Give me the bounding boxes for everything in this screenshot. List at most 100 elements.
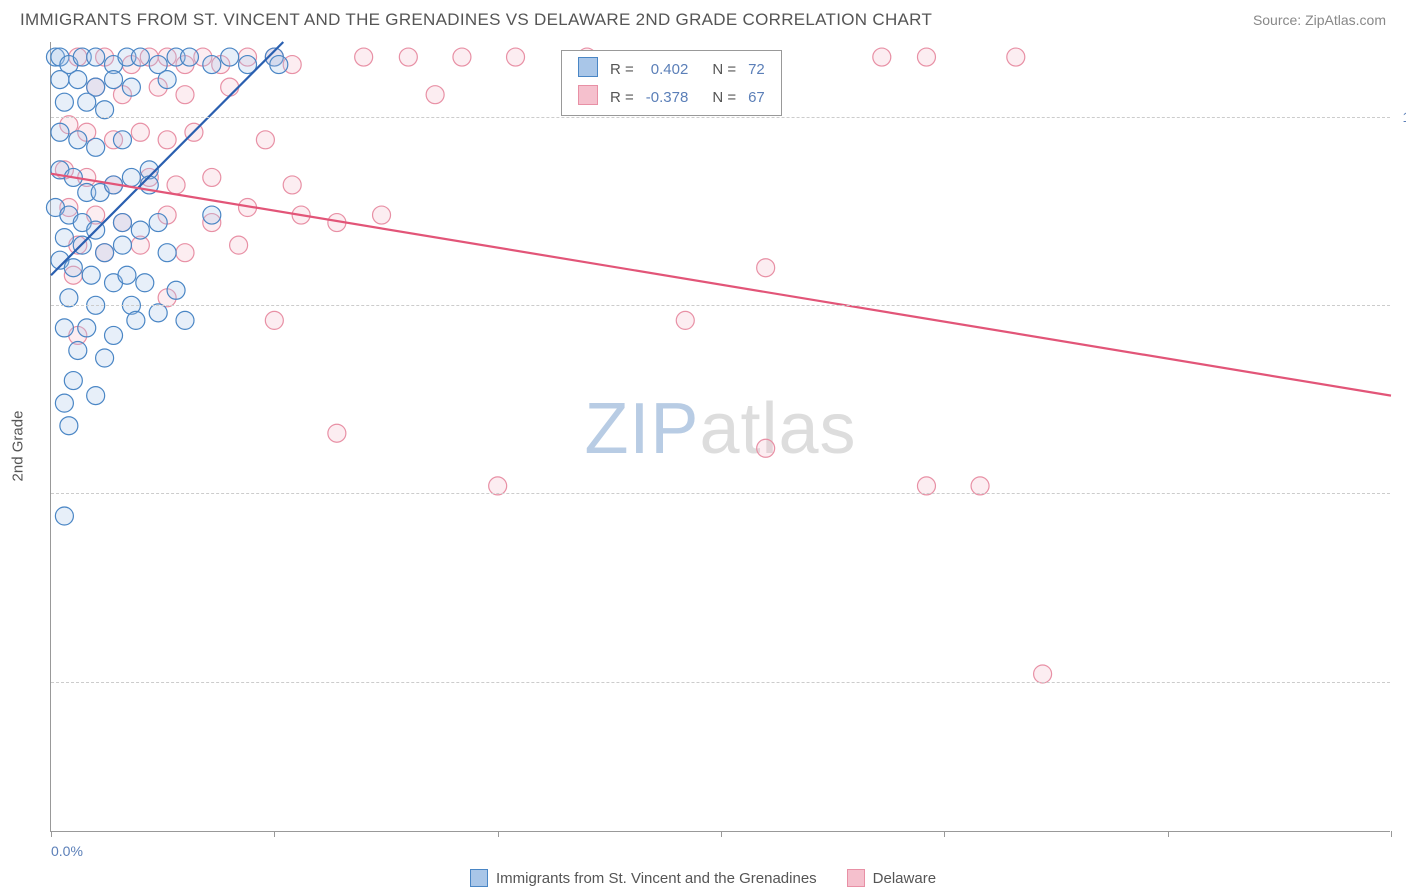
scatter-point [180, 48, 198, 66]
scatter-point [230, 236, 248, 254]
scatter-point [113, 236, 131, 254]
scatter-point [55, 93, 73, 111]
scatter-point [176, 86, 194, 104]
scatter-point [221, 48, 239, 66]
scatter-point [60, 289, 78, 307]
scatter-point [69, 341, 87, 359]
scatter-point [453, 48, 471, 66]
scatter-point [136, 274, 154, 292]
scatter-point [203, 56, 221, 74]
scatter-point [105, 326, 123, 344]
scatter-point [105, 71, 123, 89]
legend-swatch-0 [470, 869, 488, 887]
corr-r-label-1: R = [604, 83, 640, 111]
corr-n-label-0: N = [706, 55, 742, 83]
scatter-point [87, 138, 105, 156]
xtick [498, 831, 499, 837]
legend-label-0: Immigrants from St. Vincent and the Gren… [496, 870, 817, 887]
xtick-label: 15.0% [1395, 843, 1406, 859]
scatter-point [328, 424, 346, 442]
corr-n-label-1: N = [706, 83, 742, 111]
scatter-point [82, 266, 100, 284]
scatter-point [757, 259, 775, 277]
title-bar: IMMIGRANTS FROM ST. VINCENT AND THE GREN… [0, 0, 1406, 38]
bottom-legend: Immigrants from St. Vincent and the Gren… [0, 869, 1406, 887]
scatter-point [917, 477, 935, 495]
scatter-point [127, 311, 145, 329]
xtick-label: 0.0% [51, 843, 83, 859]
chart-title: IMMIGRANTS FROM ST. VINCENT AND THE GREN… [20, 10, 932, 30]
scatter-point [87, 387, 105, 405]
scatter-point [176, 311, 194, 329]
xtick [1391, 831, 1392, 837]
scatter-point [265, 311, 283, 329]
scatter-point [113, 214, 131, 232]
scatter-point [122, 78, 140, 96]
scatter-point [158, 131, 176, 149]
source-label: Source: ZipAtlas.com [1253, 12, 1386, 28]
ytick-label: 92.5% [1395, 674, 1406, 690]
scatter-point [149, 304, 167, 322]
scatter-point [167, 176, 185, 194]
legend-swatch-1 [847, 869, 865, 887]
scatter-point [131, 48, 149, 66]
scatter-point [426, 86, 444, 104]
scatter-point [69, 71, 87, 89]
scatter-point [373, 206, 391, 224]
xtick [1168, 831, 1169, 837]
corr-row-0: R = 0.402 N = 72 [572, 55, 771, 83]
scatter-point [131, 123, 149, 141]
y-axis-label: 2nd Grade [10, 411, 27, 482]
scatter-point [399, 48, 417, 66]
scatter-point [149, 214, 167, 232]
scatter-point [51, 123, 69, 141]
scatter-point [283, 176, 301, 194]
xtick [721, 831, 722, 837]
correlation-legend: R = 0.402 N = 72 R = -0.378 N = 67 [561, 50, 782, 116]
corr-r-value-0: 0.402 [640, 55, 695, 83]
correlation-table: R = 0.402 N = 72 R = -0.378 N = 67 [572, 55, 771, 111]
xtick [944, 831, 945, 837]
corr-n-value-0: 72 [742, 55, 771, 83]
corr-row-1: R = -0.378 N = 67 [572, 83, 771, 111]
corr-r-value-1: -0.378 [640, 83, 695, 111]
scatter-point [1034, 665, 1052, 683]
gridline [51, 117, 1390, 118]
scatter-point [489, 477, 507, 495]
gridline [51, 682, 1390, 683]
ytick-label: 97.5% [1395, 297, 1406, 313]
scatter-point [355, 48, 373, 66]
scatter-point [203, 168, 221, 186]
legend-item-0: Immigrants from St. Vincent and the Gren… [470, 869, 817, 887]
scatter-point [55, 229, 73, 247]
scatter-point [757, 439, 775, 457]
scatter-point [158, 71, 176, 89]
scatter-svg [51, 42, 1390, 831]
scatter-point [270, 56, 288, 74]
corr-n-value-1: 67 [742, 83, 771, 111]
scatter-point [971, 477, 989, 495]
scatter-point [55, 319, 73, 337]
scatter-point [60, 417, 78, 435]
scatter-point [873, 48, 891, 66]
scatter-point [131, 221, 149, 239]
scatter-point [507, 48, 525, 66]
corr-r-label-0: R = [604, 55, 640, 83]
scatter-point [87, 48, 105, 66]
xtick [51, 831, 52, 837]
ytick-label: 100.0% [1395, 109, 1406, 125]
trend-line [51, 174, 1391, 396]
gridline [51, 305, 1390, 306]
corr-swatch-0 [578, 57, 598, 77]
scatter-point [96, 349, 114, 367]
gridline [51, 493, 1390, 494]
scatter-point [676, 311, 694, 329]
ytick-label: 95.0% [1395, 485, 1406, 501]
legend-label-1: Delaware [873, 870, 936, 887]
scatter-point [167, 281, 185, 299]
scatter-point [203, 206, 221, 224]
scatter-point [55, 507, 73, 525]
scatter-point [96, 101, 114, 119]
chart-plot-area: ZIPatlas R = 0.402 N = 72 R = -0.378 N =… [50, 42, 1390, 832]
scatter-point [221, 78, 239, 96]
